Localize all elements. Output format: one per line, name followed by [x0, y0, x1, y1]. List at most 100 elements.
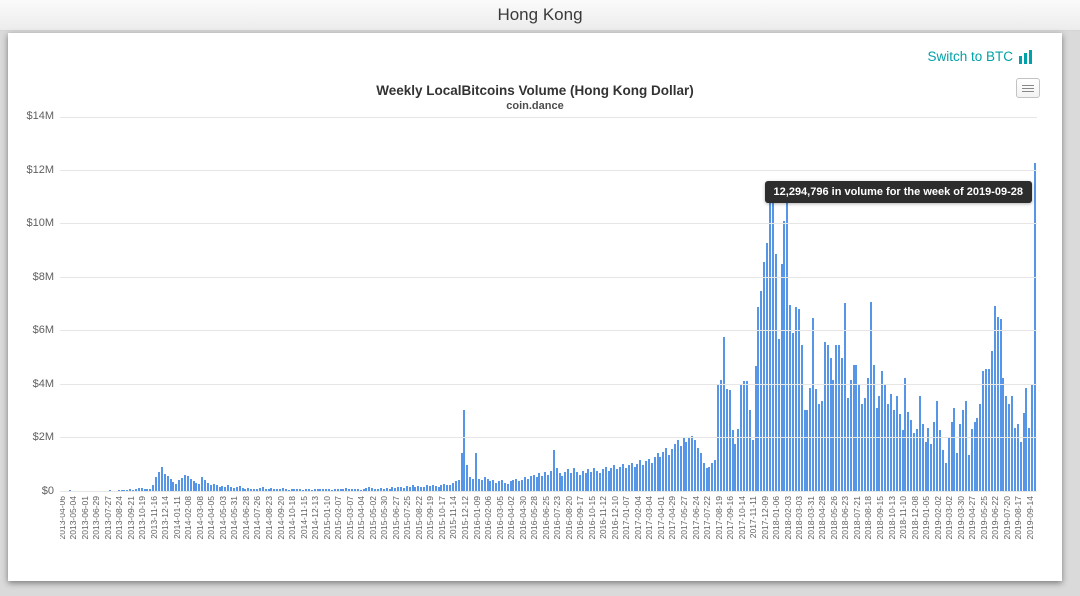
bar[interactable]: [235, 487, 238, 492]
bar[interactable]: [656, 453, 659, 492]
bar[interactable]: [123, 489, 126, 492]
bar[interactable]: [777, 339, 780, 492]
bar[interactable]: [766, 242, 769, 492]
bar[interactable]: [172, 482, 175, 492]
bar[interactable]: [581, 470, 584, 492]
bar[interactable]: [682, 438, 685, 492]
bar[interactable]: [760, 291, 763, 492]
bar[interactable]: [650, 462, 653, 492]
bar[interactable]: [633, 466, 636, 492]
bar[interactable]: [319, 488, 322, 492]
bar[interactable]: [480, 479, 483, 492]
bar[interactable]: [665, 447, 668, 492]
bar[interactable]: [495, 482, 498, 492]
bar[interactable]: [342, 488, 345, 492]
bar[interactable]: [423, 486, 426, 492]
bar[interactable]: [570, 473, 573, 492]
bar[interactable]: [402, 487, 405, 492]
bar[interactable]: [884, 384, 887, 492]
bar[interactable]: [714, 459, 717, 492]
bar[interactable]: [535, 477, 538, 492]
bar[interactable]: [498, 481, 501, 492]
bar[interactable]: [843, 303, 846, 492]
bar[interactable]: [1008, 403, 1011, 492]
bar[interactable]: [838, 344, 841, 492]
bar[interactable]: [368, 487, 371, 492]
bar[interactable]: [645, 461, 648, 492]
bar[interactable]: [662, 451, 665, 492]
bar[interactable]: [434, 485, 437, 492]
bar[interactable]: [549, 470, 552, 492]
bar[interactable]: [192, 480, 195, 492]
bar[interactable]: [232, 487, 235, 492]
bar[interactable]: [921, 423, 924, 492]
bar[interactable]: [186, 475, 189, 492]
bar[interactable]: [454, 481, 457, 492]
bar[interactable]: [472, 478, 475, 492]
bar[interactable]: [941, 450, 944, 492]
bar[interactable]: [359, 489, 362, 492]
bar[interactable]: [302, 489, 305, 492]
bar[interactable]: [276, 489, 279, 492]
bar[interactable]: [792, 332, 795, 492]
bar[interactable]: [258, 487, 261, 492]
bar[interactable]: [426, 485, 428, 492]
bar[interactable]: [437, 486, 440, 492]
bar[interactable]: [1013, 427, 1016, 492]
bar[interactable]: [221, 486, 224, 492]
bar[interactable]: [339, 489, 342, 492]
bar[interactable]: [391, 487, 394, 492]
bar[interactable]: [255, 488, 258, 492]
bar[interactable]: [624, 467, 627, 492]
bar[interactable]: [561, 475, 564, 492]
bar[interactable]: [823, 342, 826, 492]
bar[interactable]: [287, 489, 290, 492]
bar[interactable]: [307, 488, 310, 492]
bar[interactable]: [477, 478, 480, 492]
bar[interactable]: [515, 478, 518, 492]
bar[interactable]: [155, 477, 158, 492]
bar[interactable]: [521, 479, 524, 492]
bar[interactable]: [524, 477, 526, 492]
bar[interactable]: [993, 305, 996, 492]
bar[interactable]: [691, 435, 694, 492]
bar[interactable]: [642, 465, 645, 492]
bar[interactable]: [881, 371, 884, 492]
bar[interactable]: [685, 442, 688, 492]
bar[interactable]: [806, 410, 809, 492]
bar[interactable]: [379, 488, 382, 492]
bar[interactable]: [959, 423, 962, 492]
bar[interactable]: [261, 487, 264, 492]
bar[interactable]: [420, 487, 423, 492]
bar[interactable]: [616, 469, 619, 492]
bar[interactable]: [933, 422, 936, 492]
bar[interactable]: [593, 467, 596, 492]
bar[interactable]: [774, 253, 777, 492]
bar[interactable]: [901, 430, 904, 492]
bar[interactable]: [820, 400, 823, 492]
bar[interactable]: [849, 379, 852, 492]
bar[interactable]: [826, 344, 829, 492]
bar[interactable]: [328, 489, 331, 492]
bar[interactable]: [705, 467, 708, 492]
bar[interactable]: [864, 398, 867, 492]
bar[interactable]: [1022, 412, 1025, 492]
bar[interactable]: [181, 478, 184, 492]
bar[interactable]: [201, 477, 204, 492]
bar[interactable]: [936, 400, 939, 492]
bar[interactable]: [800, 344, 803, 492]
bar[interactable]: [564, 471, 567, 492]
bar[interactable]: [967, 454, 970, 492]
bar[interactable]: [1002, 378, 1005, 492]
bar[interactable]: [506, 483, 509, 492]
bar[interactable]: [330, 489, 333, 492]
bar[interactable]: [780, 264, 783, 492]
bar[interactable]: [483, 477, 486, 492]
bar[interactable]: [486, 478, 489, 492]
bar[interactable]: [224, 487, 227, 492]
bar[interactable]: [898, 414, 901, 492]
bar[interactable]: [457, 479, 460, 492]
bar[interactable]: [679, 446, 682, 492]
bar[interactable]: [636, 463, 639, 492]
bar[interactable]: [333, 489, 336, 492]
